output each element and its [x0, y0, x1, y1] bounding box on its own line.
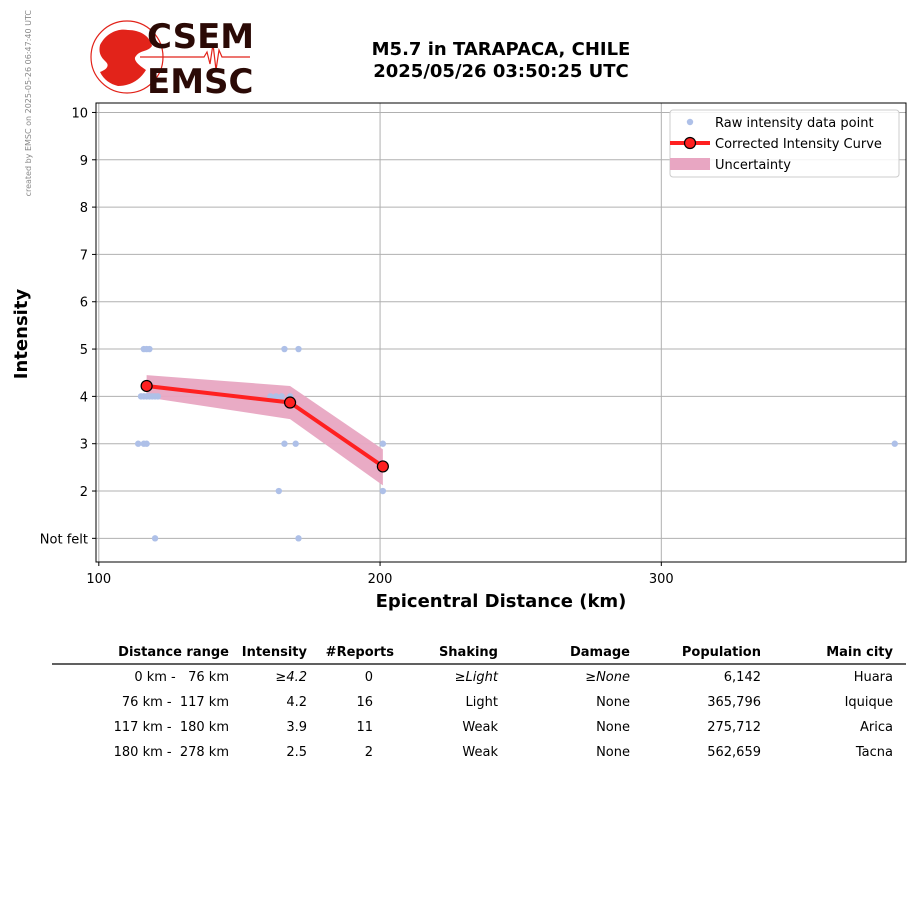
y-axis-label: Intensity	[11, 289, 32, 380]
x-tick-label: 300	[649, 572, 674, 587]
x-axis-label: Epicentral Distance (km)	[376, 591, 627, 612]
legend-label: Raw intensity data point	[715, 116, 874, 131]
table-cell: 4.2	[286, 695, 307, 710]
table-header-cell: #Reports	[326, 645, 395, 660]
table-cell: None	[596, 745, 630, 760]
legend-label: Corrected Intensity Curve	[715, 137, 882, 152]
plot-frame	[95, 102, 907, 563]
table-header-cell: Population	[682, 645, 761, 660]
chart-title-line2: 2025/05/26 03:50:25 UTC	[373, 61, 629, 82]
legend-raw-marker	[686, 118, 694, 126]
x-tick-label: 200	[368, 572, 393, 587]
raw-data-point	[278, 393, 285, 400]
raw-data-point	[275, 487, 283, 495]
table-cell: 0 km - 76 km	[134, 670, 229, 685]
table-header-cell: Main city	[826, 645, 893, 660]
table-cell: None	[596, 695, 630, 710]
legend-label: Uncertainty	[715, 158, 791, 173]
table-cell: 3.9	[286, 720, 307, 735]
corrected-curve-marker	[140, 379, 153, 393]
raw-data-point	[267, 393, 274, 400]
legend-curve-marker	[683, 136, 697, 150]
logo-csem: CSEM	[147, 17, 254, 57]
y-tick-label: 6	[80, 296, 88, 311]
table-cell: Weak	[462, 720, 498, 735]
corrected-curve-marker	[376, 460, 389, 473]
raw-data-point	[134, 440, 142, 447]
legend-band-swatch	[670, 158, 710, 170]
table-cell: 562,659	[707, 745, 761, 760]
y-tick-label: 4	[80, 390, 88, 405]
raw-data-point	[151, 535, 159, 542]
raw-data-point	[295, 535, 302, 542]
table-cell: ≥4.2	[275, 670, 307, 685]
raw-data-point	[295, 345, 302, 353]
y-tick-label: 5	[80, 343, 88, 358]
table-cell: 76 km - 117 km	[122, 695, 229, 710]
y-tick-label: 8	[80, 201, 88, 216]
raw-data-point	[379, 487, 387, 495]
table-cell: Tacna	[855, 745, 893, 760]
raw-data-point	[154, 393, 162, 400]
y-tick-label: 9	[80, 154, 88, 169]
table-header-cell: Distance range	[118, 645, 229, 660]
y-tick-label: 2	[80, 485, 88, 500]
raw-data-point	[281, 440, 288, 447]
summary-table: Distance range Intensity #Reports Shaking Da…	[52, 645, 906, 760]
logo-emsc: EMSC	[147, 62, 254, 102]
emsc-logo: CSEM EMSC	[90, 17, 254, 102]
table-cell: ≥Light	[455, 670, 499, 685]
table-cell: 11	[356, 720, 373, 735]
logo-seismogram-icon	[140, 43, 250, 71]
y-tick-label: 3	[80, 438, 88, 453]
credit-text: created by EMSC on 2025-05-26 06:47:40 U…	[24, 10, 33, 197]
table-cell: Iquique	[845, 695, 893, 710]
logo-globe-icon	[99, 29, 152, 87]
raw-data-point	[379, 440, 387, 447]
corrected-curve-marker	[283, 396, 297, 409]
table-cell: 16	[356, 695, 373, 710]
raw-data-point	[146, 345, 153, 353]
table-cell: None	[596, 720, 630, 735]
table-cell: 2.5	[286, 745, 307, 760]
table-cell: 6,142	[724, 670, 761, 685]
plot-area: Not felt 2 3 4 5 6 7 8 9 10 100 200 300	[40, 102, 907, 587]
raw-data-point	[292, 440, 299, 447]
table-header-cell: Intensity	[242, 645, 308, 660]
table-cell: Light	[466, 695, 498, 710]
chart-title-line1: M5.7 in TARAPACA, CHILE	[372, 39, 631, 60]
table-cell: Huara	[854, 670, 893, 685]
table-header-cell: Shaking	[439, 645, 498, 660]
uncertainty-band	[146, 375, 383, 486]
raw-data-point	[281, 345, 288, 353]
raw-data-point	[143, 440, 150, 447]
table-cell: 365,796	[707, 695, 761, 710]
table-cell: 275,712	[707, 720, 761, 735]
table-cell: Arica	[860, 720, 893, 735]
x-tick-label: 100	[86, 572, 111, 587]
table-cell: 180 km - 278 km	[114, 745, 229, 760]
table-header-cell: Damage	[570, 645, 630, 660]
y-tick-label: 7	[80, 248, 88, 263]
table-cell: ≥None	[585, 670, 630, 685]
raw-data-point	[891, 440, 898, 447]
y-tick-label: Not felt	[40, 532, 88, 547]
legend: Raw intensity data point Corrected Intens…	[669, 109, 900, 178]
table-cell: 0	[365, 670, 373, 685]
y-tick-label: 10	[71, 106, 88, 121]
table-cell: Weak	[462, 745, 498, 760]
table-cell: 117 km - 180 km	[114, 720, 229, 735]
raw-data-point	[272, 393, 280, 400]
table-cell: 2	[365, 745, 373, 760]
